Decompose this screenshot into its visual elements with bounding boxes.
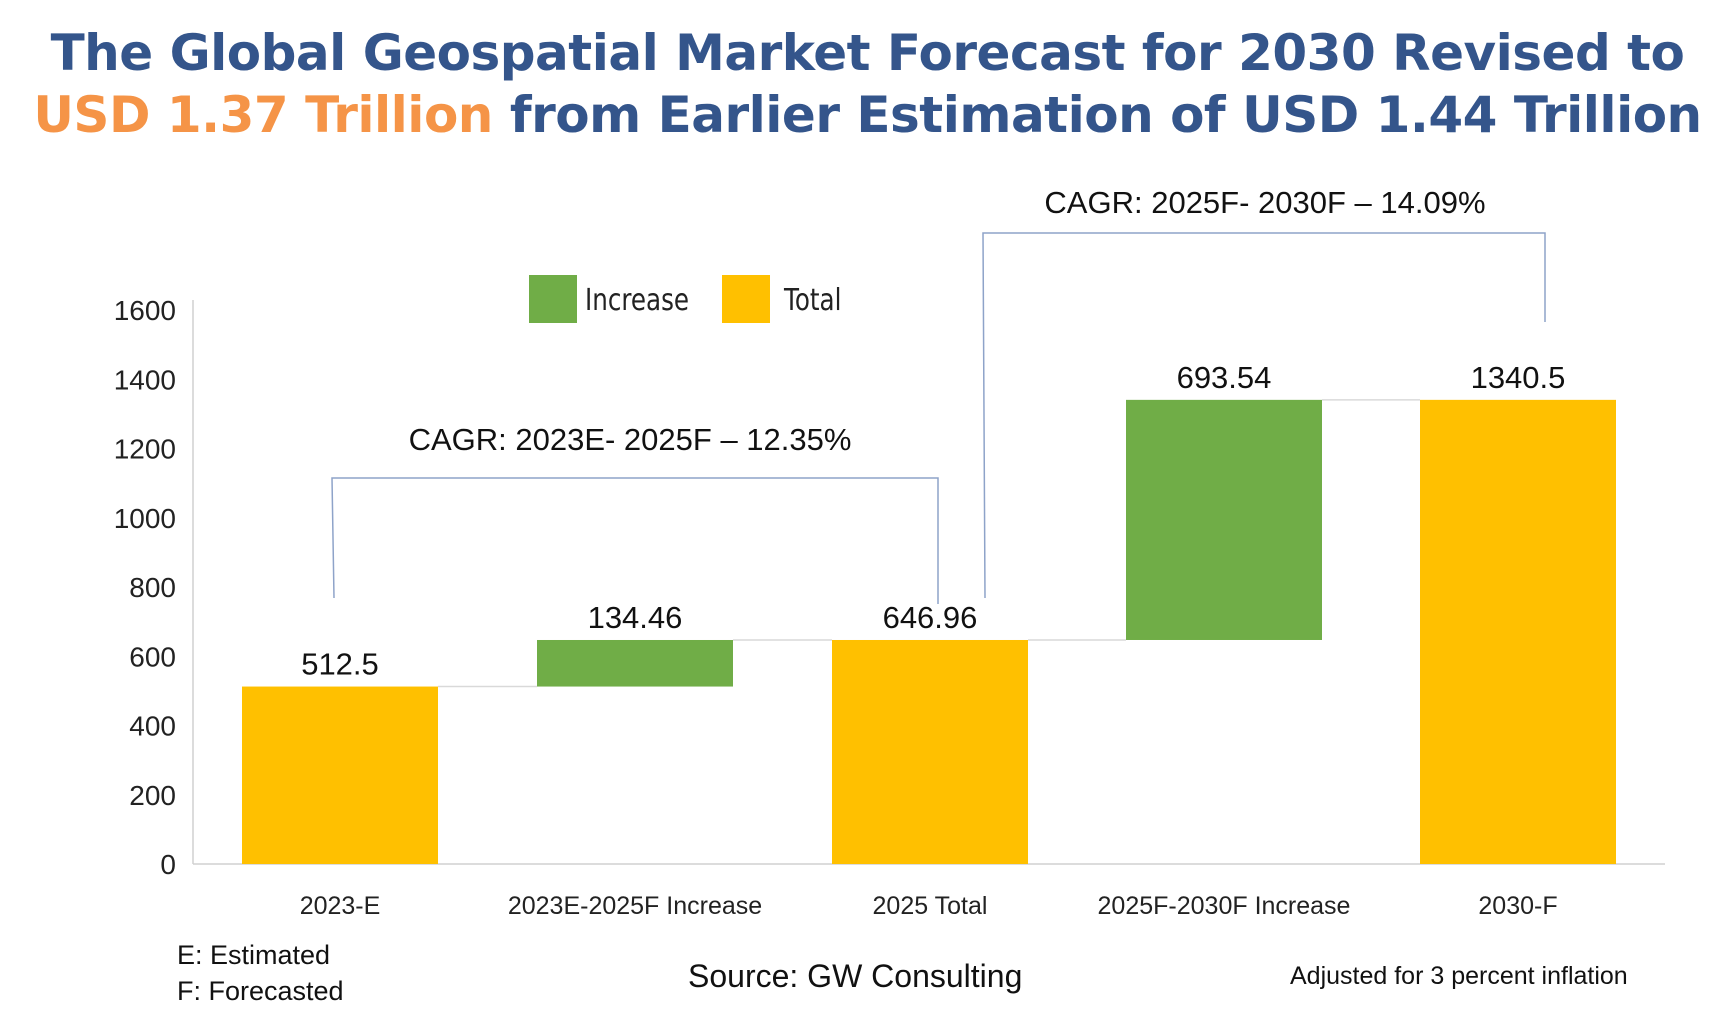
- source-note: Source: GW Consulting: [688, 958, 1023, 994]
- data-label: 134.46: [588, 600, 683, 635]
- legend-swatch-total: [722, 275, 770, 323]
- cagr-bracket: [331, 477, 939, 604]
- bar-increase: [537, 639, 733, 687]
- y-tick-label: 600: [129, 641, 176, 672]
- footnote-estimated: E: Estimated: [177, 940, 331, 970]
- bar-increase: [1126, 399, 1322, 640]
- x-category-label: 2023E-2025F Increase: [508, 892, 762, 920]
- data-label: 693.54: [1177, 360, 1272, 395]
- title-text-1: The Global Geospatial Market Forecast fo…: [50, 24, 1685, 82]
- cagr-annotation: CAGR: 2023E- 2025F – 12.35%: [409, 422, 852, 457]
- data-label: 1340.5: [1471, 360, 1566, 395]
- footnote-forecasted: F: Forecasted: [177, 976, 344, 1006]
- inflation-note: Adjusted for 3 percent inflation: [1290, 962, 1628, 990]
- x-category-label: 2025 Total: [873, 892, 988, 920]
- chart-title-line-1: The Global Geospatial Market Forecast fo…: [0, 22, 1735, 84]
- y-tick-label: 1600: [114, 295, 176, 326]
- legend-label: Total: [783, 284, 841, 318]
- legend-swatch-increase: [529, 275, 577, 323]
- cagr-bracket: [982, 232, 1546, 599]
- x-category-label: 2030-F: [1478, 892, 1557, 920]
- y-tick-label: 800: [129, 572, 176, 603]
- x-category-label: 2025F-2030F Increase: [1098, 892, 1351, 920]
- y-tick-label: 1200: [114, 434, 176, 465]
- y-tick-label: 200: [129, 780, 176, 811]
- bar-total: [242, 686, 438, 864]
- y-tick-label: 1000: [114, 503, 176, 534]
- chart-title-line-2: USD 1.37 Trillion from Earlier Estimatio…: [0, 84, 1735, 146]
- bar-total: [1420, 399, 1616, 864]
- bar-total: [832, 639, 1028, 864]
- title-highlight: USD 1.37 Trillion: [33, 86, 493, 144]
- x-category-label: 2023-E: [300, 892, 381, 920]
- y-tick-label: 400: [129, 711, 176, 742]
- y-tick-label: 0: [160, 849, 176, 880]
- title-text-2: from Earlier Estimation of USD 1.44 Tril…: [492, 86, 1702, 144]
- data-label: 646.96: [883, 600, 978, 635]
- y-tick-label: 1400: [114, 364, 176, 395]
- cagr-annotation: CAGR: 2025F- 2030F – 14.09%: [1044, 185, 1485, 220]
- legend-label: Increase: [585, 284, 689, 318]
- data-label: 512.5: [301, 647, 379, 682]
